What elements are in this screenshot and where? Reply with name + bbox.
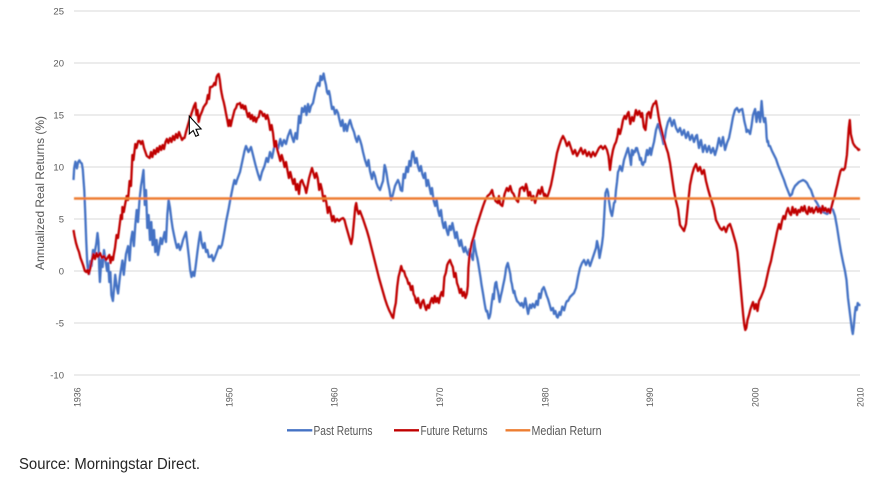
- svg-text:1936: 1936: [73, 388, 84, 408]
- svg-text:Past Returns: Past Returns: [314, 424, 373, 438]
- svg-text:-5: -5: [56, 319, 64, 330]
- svg-text:Annualized Real Returns (%): Annualized Real Returns (%): [33, 116, 47, 270]
- svg-text:0: 0: [59, 267, 64, 278]
- svg-text:10: 10: [53, 163, 64, 174]
- svg-text:1970: 1970: [435, 388, 446, 408]
- svg-text:1990: 1990: [645, 388, 656, 408]
- svg-text:5: 5: [59, 215, 64, 226]
- svg-text:Source: Morningstar Direct.: Source: Morningstar Direct.: [19, 456, 200, 473]
- svg-text:15: 15: [53, 111, 64, 122]
- svg-text:20: 20: [53, 59, 64, 70]
- svg-text:25: 25: [53, 7, 64, 18]
- svg-text:Future Returns: Future Returns: [421, 424, 488, 438]
- svg-text:1960: 1960: [330, 388, 341, 408]
- svg-text:Median Return: Median Return: [532, 424, 602, 438]
- svg-text:2010: 2010: [856, 388, 867, 408]
- svg-text:-10: -10: [50, 371, 64, 382]
- svg-text:1950: 1950: [225, 388, 236, 408]
- svg-text:1980: 1980: [541, 388, 552, 408]
- svg-text:2000: 2000: [751, 388, 762, 408]
